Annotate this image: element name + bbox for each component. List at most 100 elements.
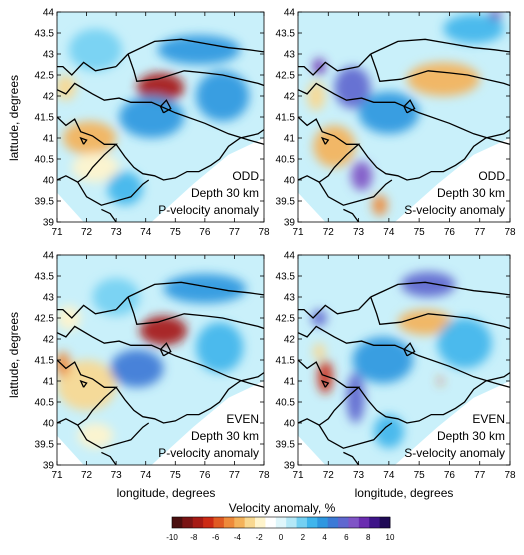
colorbar-tick-label: 0 xyxy=(279,533,284,542)
anomaly-blob xyxy=(407,62,480,96)
panel-title-line: Depth 30 km xyxy=(191,429,259,443)
x-tick-label: 74 xyxy=(140,470,152,481)
colorbar-tick-label: 10 xyxy=(386,533,395,542)
y-tick-label: 41.5 xyxy=(276,113,296,124)
anomaly-blob xyxy=(68,28,123,71)
panel-title-line: S-velocity anomaly xyxy=(404,203,505,217)
panel-title-line: P-velocity anomaly xyxy=(158,446,259,460)
x-tick-label: 78 xyxy=(258,227,270,238)
y-tick-label: 39 xyxy=(43,461,55,472)
colorbar-swatch xyxy=(379,517,391,528)
y-tick-label: 42 xyxy=(284,335,296,346)
x-tick-label: 74 xyxy=(383,227,395,238)
anomaly-blob xyxy=(346,372,365,423)
y-tick-label: 39 xyxy=(284,218,296,229)
anomaly-blob xyxy=(71,152,120,183)
border-line xyxy=(77,422,150,449)
y-tick-label: 41 xyxy=(43,377,55,388)
y-tick-label: 43.5 xyxy=(35,29,55,40)
colorbar-tick-label: 4 xyxy=(322,533,327,542)
border-line xyxy=(298,325,510,388)
border-line xyxy=(298,82,510,145)
y-tick-label: 43 xyxy=(43,293,55,304)
x-tick-label: 75 xyxy=(414,227,426,238)
colorbar-tick-label: -2 xyxy=(256,533,264,542)
colorbar-swatch xyxy=(327,517,339,528)
border-line xyxy=(57,304,117,319)
border-line xyxy=(358,296,372,311)
x-tick-label: 72 xyxy=(81,227,93,238)
x-tick-label: 76 xyxy=(444,227,456,238)
x-tick-label: 76 xyxy=(444,470,456,481)
panel-odd-p: 71 72 73 74 75 76 77 78 39 39.5 40 40.5 41 41.5 42 42.5… xyxy=(35,8,270,239)
y-tick-label: 43 xyxy=(284,293,296,304)
colorbar-swatch xyxy=(182,517,194,528)
border-line xyxy=(57,61,117,76)
x-tick-label: 76 xyxy=(199,227,211,238)
anomaly-blob xyxy=(373,414,404,449)
border-line xyxy=(343,451,360,465)
colorbar-swatch xyxy=(296,517,308,528)
x-tick-label: 77 xyxy=(229,470,241,481)
panel-title-line: Depth 30 km xyxy=(191,186,259,200)
colorbar-tick-label: 6 xyxy=(344,533,349,542)
anomaly-blob xyxy=(119,96,185,138)
x-tick-label: 78 xyxy=(504,470,516,481)
y-tick-label: 40.5 xyxy=(35,398,55,409)
anomaly-blob xyxy=(77,423,114,449)
x-tick-label: 77 xyxy=(474,470,486,481)
border-line xyxy=(320,379,330,388)
y-tick-label: 39.5 xyxy=(35,197,55,208)
anomaly-blob xyxy=(195,70,250,122)
y-tick-label: 40 xyxy=(284,176,296,187)
border-line xyxy=(57,325,264,388)
y-tick-label: 43 xyxy=(43,50,55,61)
y-tick-label: 41 xyxy=(284,134,296,145)
y-tick-label: 41.5 xyxy=(276,356,296,367)
x-tick-label: 73 xyxy=(353,227,365,238)
colorbar-swatch xyxy=(265,517,277,528)
border-line xyxy=(320,136,330,145)
border-line xyxy=(358,372,510,424)
anomaly-blob xyxy=(397,309,453,335)
colorbar-swatch xyxy=(306,517,318,528)
border-line xyxy=(77,179,150,206)
x-tick-label: 75 xyxy=(170,470,182,481)
anomaly-blob xyxy=(313,58,326,75)
y-tick-label: 43 xyxy=(284,50,296,61)
y-tick-label: 40.5 xyxy=(276,398,296,409)
colorbar-swatch xyxy=(255,517,266,528)
colorbar-frame xyxy=(171,516,391,529)
x-tick-label: 73 xyxy=(111,470,123,481)
y-tick-label: 40.5 xyxy=(35,155,55,166)
border-line xyxy=(358,53,372,68)
y-tick-label: 39.5 xyxy=(35,440,55,451)
border-line xyxy=(403,99,416,114)
anomaly-blob xyxy=(437,318,492,369)
border-line xyxy=(318,179,393,206)
x-tick-label: 77 xyxy=(474,227,486,238)
colorbar-swatch xyxy=(244,517,256,528)
y-tick-label: 40 xyxy=(43,419,55,430)
colorbar-swatch xyxy=(358,517,370,528)
y-tick-label: 42 xyxy=(43,92,55,103)
y-tick-label: 41.5 xyxy=(35,356,55,367)
border-line xyxy=(79,136,88,145)
anomaly-blob xyxy=(57,351,71,377)
colorbar-tick-label: -10 xyxy=(166,533,178,542)
anomaly-blob xyxy=(313,125,356,168)
anomaly-blob xyxy=(157,35,241,65)
border-line xyxy=(159,99,172,114)
anomaly-blob xyxy=(92,278,140,316)
y-tick-label: 44 xyxy=(284,8,296,19)
panel-title-line: ODD xyxy=(232,169,259,183)
colorbar-swatch xyxy=(338,517,349,528)
x-tick-label: 77 xyxy=(229,227,241,238)
anomaly-blob xyxy=(57,360,117,411)
panel-even-s: 71 72 73 74 75 76 77 78 39 39.5 40 40.5 41 41.5 42 42.5… xyxy=(276,251,516,482)
border-line xyxy=(79,379,88,388)
anomaly-blob xyxy=(400,271,456,297)
anomaly-blob xyxy=(351,161,373,191)
colorbar-tick-label: -8 xyxy=(190,533,198,542)
